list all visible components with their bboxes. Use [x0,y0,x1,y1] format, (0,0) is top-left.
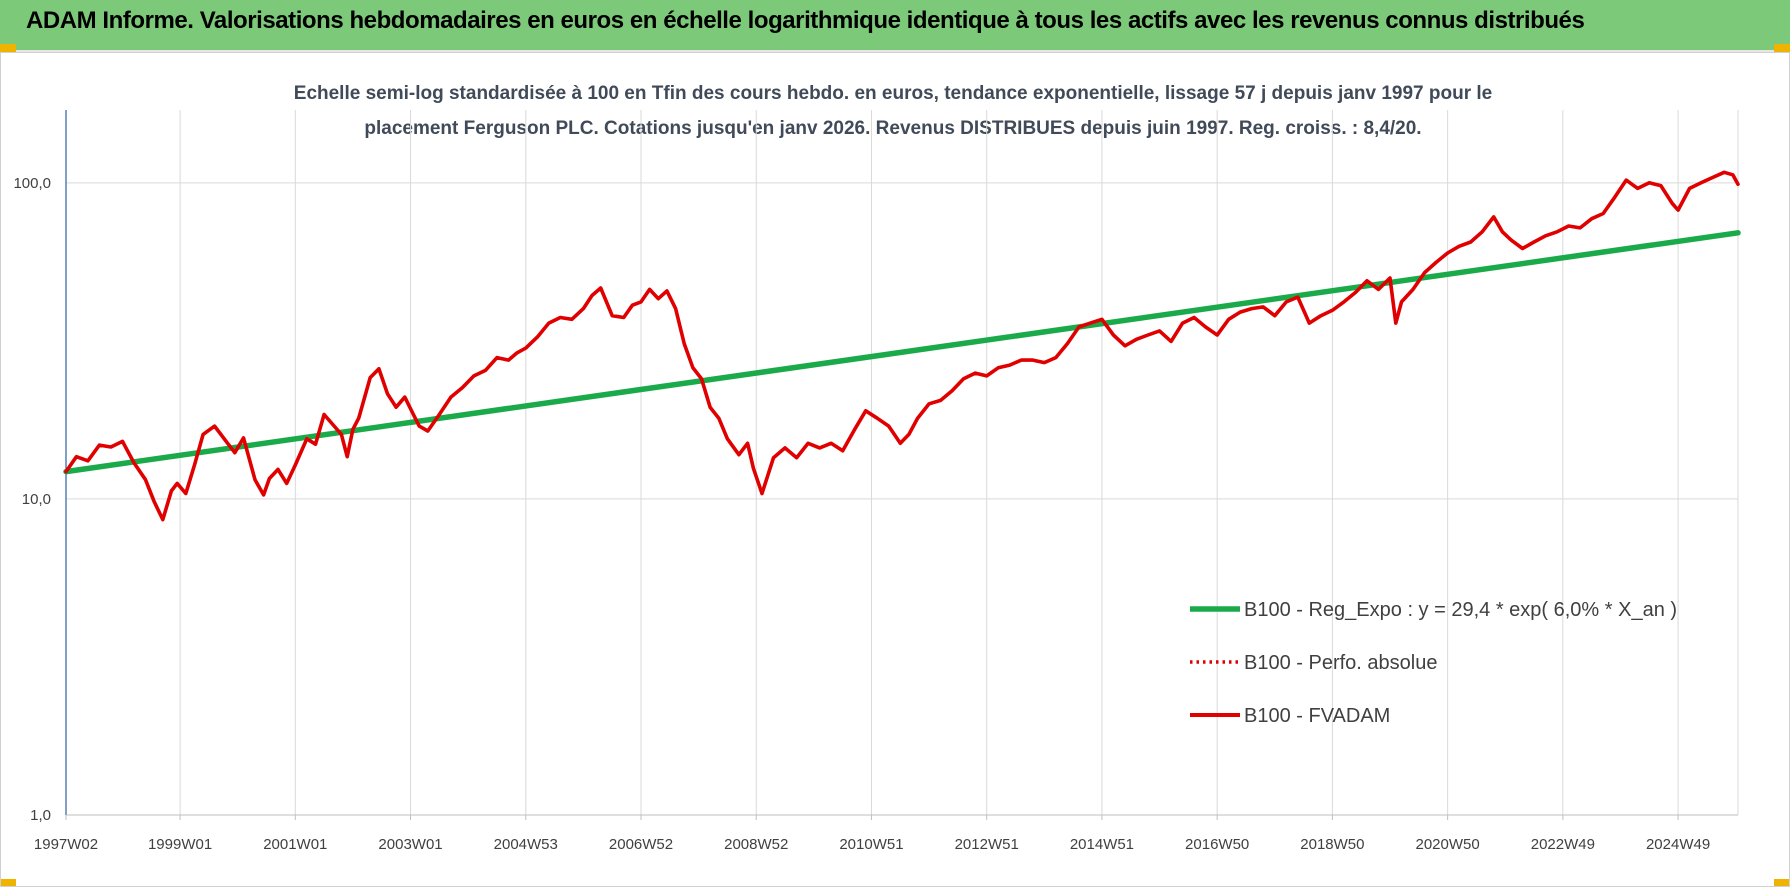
x-tick-label: 1997W02 [34,836,98,853]
series-layer [63,170,1741,522]
corner-marker-top-right [1774,44,1790,52]
x-tick-label: 2024W49 [1646,836,1710,853]
x-tick-label: 2001W01 [263,836,327,853]
x-tick-label: 2006W52 [609,836,673,853]
grid-layer [66,110,1739,816]
y-tick-label: 1,0 [30,807,51,824]
x-tick-label: 1999W01 [148,836,212,853]
x-tick-label: 2018W50 [1300,836,1364,853]
legend-label-1: B100 - Reg_Expo : y = 29,4 * exp( 6,0% *… [1244,599,1677,621]
legend-label-2: B100 - Perfo. absolue [1244,652,1437,674]
legend: B100 - Reg_Expo : y = 29,4 * exp( 6,0% *… [1190,599,1677,727]
corner-marker-bottom-left [0,879,16,887]
x-tick-label: 2016W50 [1185,836,1249,853]
chart-subtitle-line-2: placement Ferguson PLC. Cotations jusqu'… [364,118,1421,139]
x-tick-label: 2014W51 [1070,836,1134,853]
legend-label-3: B100 - FVADAM [1244,705,1390,727]
axis-layer: 1997W02 1999W01 2001W01 2003W01 2004W53 2006W… [13,110,1738,853]
report-title: ADAM Informe. Valorisations hebdomadaire… [26,7,1585,34]
x-tick-label: 2004W53 [494,836,558,853]
x-tick-label: 2020W50 [1416,836,1480,853]
x-tick-label: 2003W01 [378,836,442,853]
series-line-1 [63,230,1741,475]
x-tick-label: 2010W51 [839,836,903,853]
x-tick-label: 2022W49 [1531,836,1595,853]
y-tick-label: 10,0 [22,491,51,508]
x-tick-label: 2008W52 [724,836,788,853]
chart-subtitle-line-1: Echelle semi-log standardisée à 100 en T… [294,83,1492,104]
series-line-3 [64,170,1740,522]
header-bar: ADAM Informe. Valorisations hebdomadaire… [0,0,1790,52]
corner-marker-bottom-right [1774,879,1790,887]
y-tick-label: 100,0 [13,175,51,192]
corner-marker-top-left [0,44,16,52]
x-tick-label: 2012W51 [955,836,1019,853]
